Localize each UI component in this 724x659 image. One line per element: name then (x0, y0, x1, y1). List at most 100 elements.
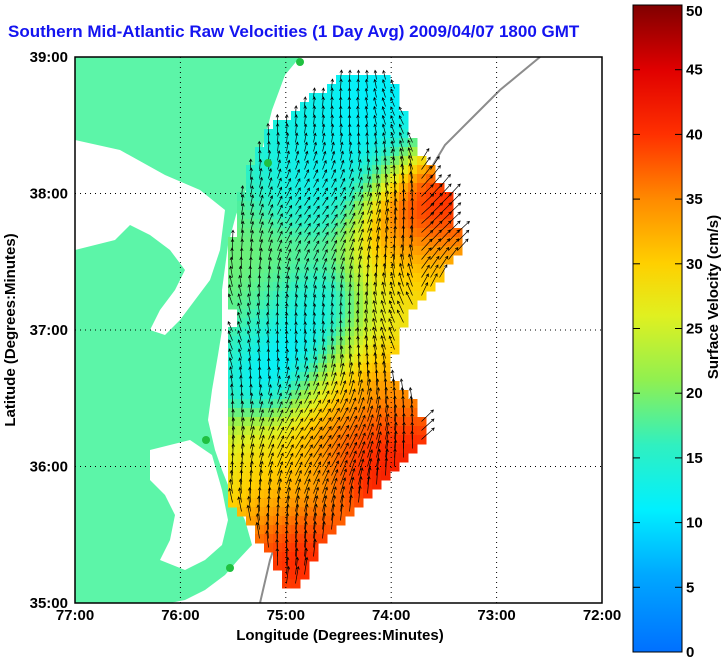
station-marker (264, 159, 272, 167)
velocity-cell (273, 228, 283, 238)
velocity-cell (426, 183, 436, 193)
velocity-cell (381, 210, 391, 220)
velocity-cell (228, 471, 238, 481)
velocity-cell (354, 444, 364, 454)
velocity-arrow (322, 364, 327, 377)
velocity-arrow (375, 466, 380, 485)
velocity-arrow (259, 452, 265, 467)
velocity-arrow (358, 441, 366, 458)
velocity-arrow (364, 96, 369, 107)
velocity-cell (309, 525, 319, 535)
velocity-cell (318, 480, 328, 490)
colorbar-tick-label: 50 (686, 3, 703, 20)
velocity-arrow (229, 256, 234, 269)
velocity-cell (264, 408, 274, 418)
velocity-cell (327, 354, 337, 364)
velocity-arrow (331, 141, 335, 152)
velocity-cell (345, 462, 355, 472)
velocity-cell (282, 390, 292, 400)
velocity-cell (363, 309, 373, 319)
velocity-cell (300, 129, 310, 139)
velocity-arrow (366, 369, 371, 386)
velocity-arrow (284, 312, 289, 323)
velocity-arrow (439, 229, 451, 242)
velocity-arrow (313, 196, 320, 206)
velocity-cell (291, 417, 301, 427)
velocity-cell (255, 498, 265, 508)
velocity-cell (336, 489, 346, 499)
velocity-cell (363, 327, 373, 337)
velocity-arrow (277, 168, 282, 179)
velocity-cell (228, 300, 238, 310)
velocity-cell (264, 534, 274, 544)
velocity-cell (282, 399, 292, 409)
velocity-arrow (312, 96, 316, 107)
velocity-arrow (408, 243, 413, 260)
velocity-arrow (313, 478, 320, 494)
velocity-arrow (249, 176, 254, 188)
velocity-arrow (321, 311, 325, 323)
velocity-cell (336, 408, 346, 418)
velocity-cell (228, 426, 238, 436)
velocity-cell (381, 93, 391, 103)
velocity-cell (273, 210, 283, 220)
velocity-arrow (330, 96, 334, 107)
velocity-arrow (295, 435, 304, 449)
velocity-arrow (340, 433, 349, 449)
velocity-cell (291, 399, 301, 409)
velocity-arrow (275, 330, 280, 341)
velocity-arrow (277, 239, 283, 251)
velocity-cell (309, 273, 319, 283)
velocity-arrow (322, 512, 327, 530)
velocity-arrow (367, 209, 373, 224)
velocity-arrow (304, 417, 313, 431)
velocity-arrow (266, 503, 270, 521)
velocity-cell (300, 264, 310, 274)
velocity-cell (363, 417, 373, 427)
velocity-cell (363, 255, 373, 265)
velocity-cell (354, 183, 364, 193)
velocity-arrow (392, 172, 397, 188)
velocity-arrow (313, 284, 317, 296)
velocity-cell (336, 372, 346, 382)
velocity-cell (372, 219, 382, 229)
velocity-cell (336, 426, 346, 436)
velocity-arrow (304, 374, 310, 386)
velocity-arrow (238, 357, 242, 368)
velocity-arrow (241, 220, 245, 233)
velocity-cell (327, 138, 337, 148)
velocity-arrow (295, 284, 299, 296)
velocity-cell (381, 309, 391, 319)
velocity-arrow (376, 217, 382, 233)
velocity-arrow (331, 398, 339, 413)
velocity-cell (300, 237, 310, 247)
velocity-arrow (349, 415, 358, 431)
y-tick-label: 39:00 (30, 49, 68, 66)
velocity-arrow (364, 114, 369, 125)
velocity-arrow (304, 257, 310, 269)
velocity-arrow (268, 203, 274, 215)
velocity-arrow (330, 328, 334, 341)
velocity-arrow (356, 78, 360, 89)
velocity-cell (246, 201, 256, 211)
velocity-cell (264, 525, 274, 535)
velocity-cell (363, 120, 373, 130)
velocity-cell (372, 120, 382, 130)
velocity-arrow (384, 457, 389, 476)
velocity-arrow (247, 283, 251, 296)
velocity-cell (228, 354, 238, 364)
velocity-arrow (268, 409, 274, 422)
velocity-cell (345, 354, 355, 364)
velocity-cell (273, 363, 283, 373)
velocity-arrow (348, 353, 353, 368)
velocity-arrow (295, 503, 300, 521)
velocity-cell (345, 183, 355, 193)
velocity-cell (372, 399, 382, 409)
velocity-cell (255, 318, 265, 328)
velocity-cell (318, 219, 328, 229)
velocity-cell (363, 381, 373, 391)
velocity-cell (264, 246, 274, 256)
velocity-cell (417, 417, 427, 427)
velocity-arrow (381, 97, 386, 107)
velocity-arrow (256, 302, 261, 314)
